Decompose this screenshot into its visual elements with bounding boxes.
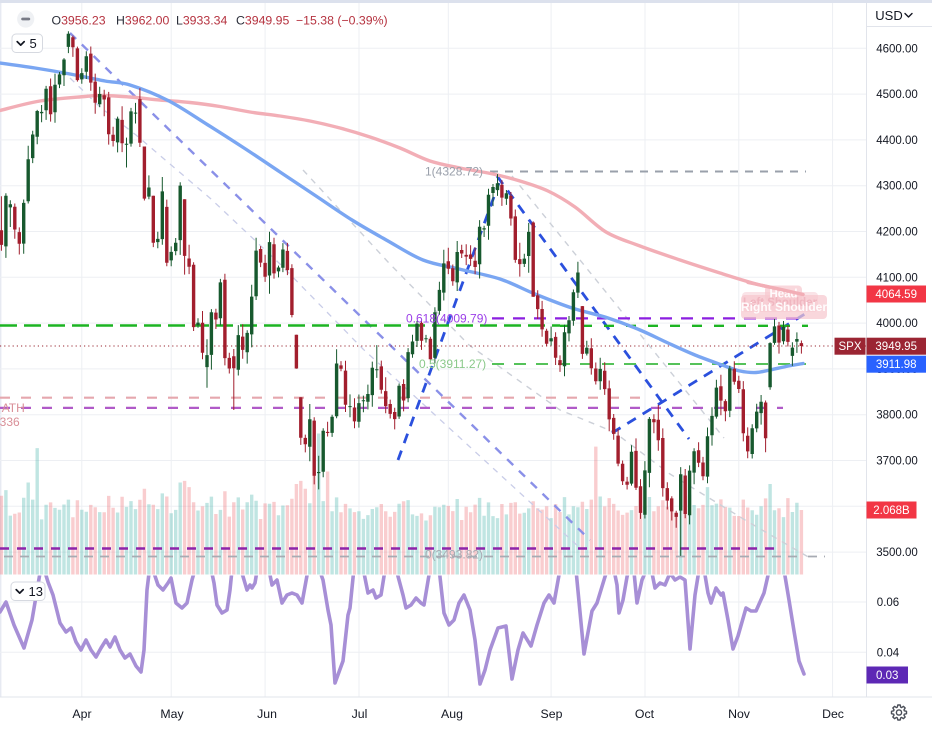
svg-text:Fall below ATH: Fall below ATH [0, 401, 25, 415]
svg-text:C3949.95: C3949.95 [236, 13, 290, 27]
svg-text:0.5(3911.27): 0.5(3911.27) [419, 357, 486, 371]
svg-text:4064.59: 4064.59 [875, 289, 917, 301]
svg-text:O3956.23: O3956.23 [52, 13, 106, 27]
svg-text:4100.00: 4100.00 [876, 272, 918, 284]
svg-text:Jun: Jun [257, 707, 277, 721]
svg-text:4300.00: 4300.00 [876, 181, 918, 193]
svg-text:Apr: Apr [72, 707, 91, 721]
svg-text:4400.00: 4400.00 [876, 135, 918, 147]
svg-text:SPX: SPX [838, 341, 861, 353]
svg-text:USD: USD [875, 8, 902, 23]
svg-text:4336: 4336 [0, 415, 20, 429]
svg-text:Right Shoulder: Right Shoulder [741, 300, 827, 314]
svg-text:1(4328.72): 1(4328.72) [425, 165, 483, 179]
svg-text:5: 5 [30, 36, 37, 51]
svg-text:Aug: Aug [441, 707, 463, 721]
svg-text:0(3493.82): 0(3493.82) [425, 548, 483, 562]
svg-text:H3962.00: H3962.00 [116, 13, 170, 27]
svg-text:3500.00: 3500.00 [876, 547, 918, 559]
svg-text:Dec: Dec [822, 707, 844, 721]
svg-text:Oct: Oct [635, 707, 655, 721]
svg-text:4000.00: 4000.00 [876, 318, 918, 330]
svg-text:4600.00: 4600.00 [876, 43, 918, 55]
svg-text:Sep: Sep [541, 707, 563, 721]
svg-text:−15.38 (−0.39%): −15.38 (−0.39%) [296, 13, 388, 27]
svg-text:0.06: 0.06 [877, 597, 899, 609]
svg-text:Nov: Nov [728, 707, 751, 721]
svg-text:13: 13 [29, 584, 43, 599]
svg-text:Left Shoulder: Left Shoulder [743, 297, 818, 309]
svg-text:May: May [160, 707, 184, 721]
svg-text:3949.95: 3949.95 [875, 341, 917, 353]
svg-text:3800.00: 3800.00 [876, 410, 918, 422]
svg-text:0.03: 0.03 [876, 670, 898, 682]
svg-text:0.04: 0.04 [877, 647, 900, 659]
svg-text:4500.00: 4500.00 [876, 89, 918, 101]
svg-text:3700.00: 3700.00 [876, 456, 918, 468]
svg-text:2.068B: 2.068B [873, 505, 910, 517]
svg-text:L3933.34: L3933.34 [176, 13, 227, 27]
svg-text:Jul: Jul [352, 707, 368, 721]
svg-text:4200.00: 4200.00 [876, 227, 918, 239]
svg-text:3911.98: 3911.98 [876, 359, 917, 371]
svg-text:0.618(4009.79): 0.618(4009.79) [406, 312, 487, 326]
